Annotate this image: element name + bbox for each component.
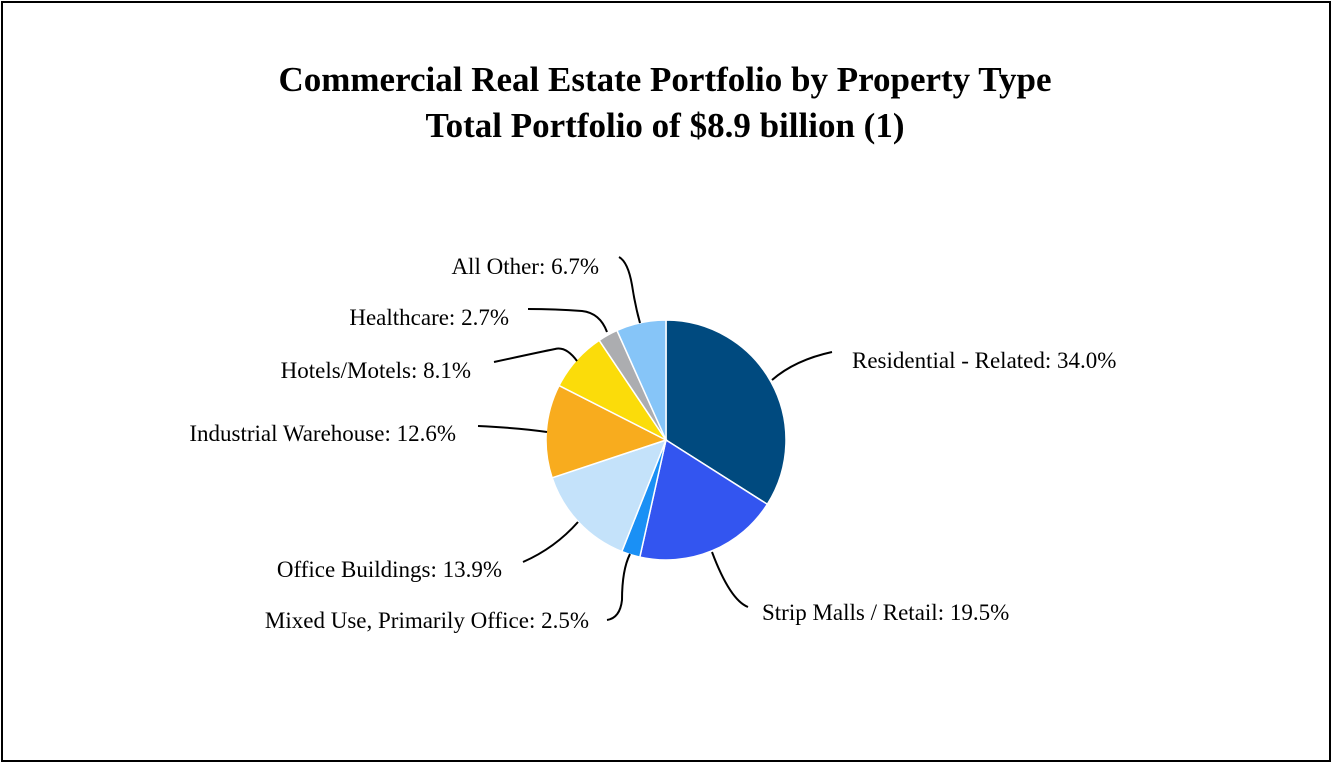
- leader-line-industrial-warehouse: [477, 425, 548, 433]
- data-label-hotels-motels: Hotels/Motels: 8.1%: [281, 358, 471, 383]
- leader-line-hotels-motels: [493, 347, 578, 363]
- data-label-residential-related: Residential - Related: 34.0%: [852, 348, 1116, 373]
- data-label-strip-malls-retail: Strip Malls / Retail: 19.5%: [762, 600, 1009, 625]
- leader-line-healthcare: [527, 308, 608, 333]
- data-label-healthcare: Healthcare: 2.7%: [349, 305, 509, 330]
- leader-line-residential-related: [771, 351, 833, 381]
- leader-line-office-buildings: [522, 521, 579, 563]
- chart-subtitle: Total Portfolio of $8.9 billion (1): [426, 106, 905, 145]
- pie-slice-strip-malls-retail: [638, 438, 769, 561]
- data-label-office-buildings: Office Buildings: 13.9%: [277, 557, 502, 582]
- pie-slice-office-buildings: [551, 438, 668, 553]
- data-label-mixed-use-primarily-office: Mixed Use, Primarily Office: 2.5%: [265, 608, 589, 633]
- chart-title: Commercial Real Estate Portfolio by Prop…: [278, 60, 1051, 99]
- data-label-industrial-warehouse: Industrial Warehouse: 12.6%: [189, 421, 456, 446]
- leader-line-strip-malls-retail: [711, 551, 749, 608]
- leader-line-mixed-use-primarily-office: [606, 553, 631, 621]
- leader-line-all-other: [618, 256, 641, 324]
- data-label-all-other: All Other: 6.7%: [451, 254, 599, 279]
